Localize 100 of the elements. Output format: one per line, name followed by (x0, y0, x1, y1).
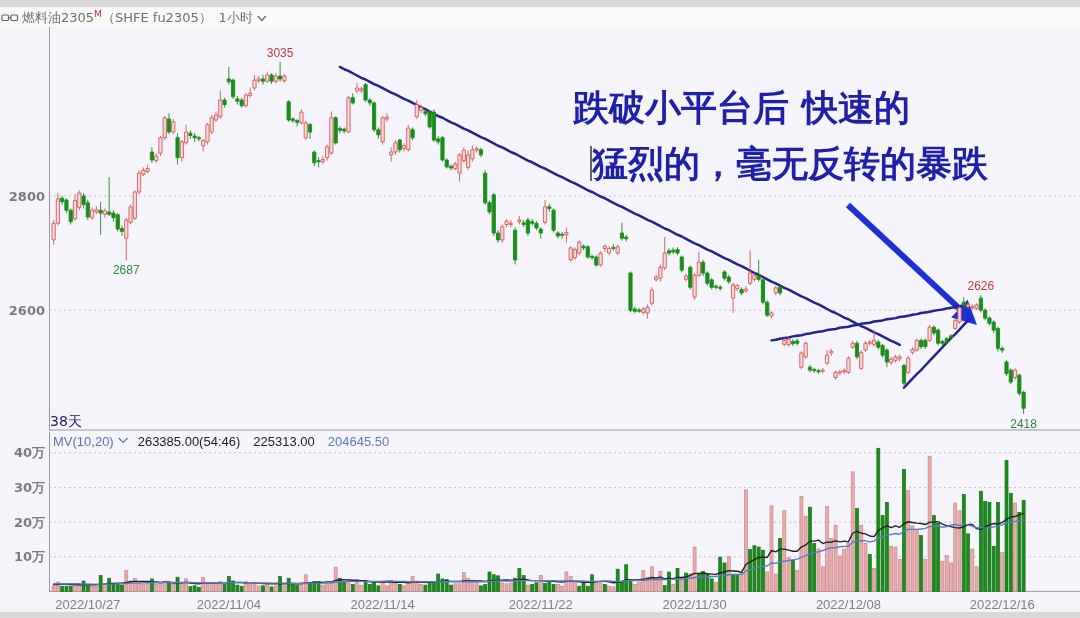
bar (611, 586, 616, 592)
candlestick (649, 286, 654, 307)
annotation: 2687 (112, 263, 140, 278)
candlestick (923, 338, 928, 350)
bar (68, 585, 73, 592)
candlestick (431, 108, 436, 143)
candlestick (90, 206, 95, 221)
candlestick (679, 254, 684, 273)
bar (769, 505, 774, 592)
candlestick (72, 193, 78, 221)
candlestick (816, 368, 821, 375)
candlestick (795, 338, 800, 346)
bar (295, 584, 300, 592)
bar (500, 582, 505, 592)
bar (850, 471, 855, 592)
candlestick (243, 92, 248, 108)
bar (103, 585, 107, 592)
bar (504, 583, 509, 592)
candlestick (478, 146, 483, 158)
y-tick-label: 30万 (13, 479, 45, 495)
bar (547, 582, 552, 592)
bar (141, 584, 146, 592)
candlestick (555, 230, 560, 239)
bar (90, 585, 94, 592)
bar (1021, 499, 1026, 592)
bar (282, 585, 287, 592)
bar (859, 524, 864, 592)
chart-title: 燃料油2305$^{M}$（SHFE fu2305） (22, 9, 212, 25)
candlestick (846, 355, 851, 375)
candlestick (350, 92, 355, 106)
bar (564, 571, 569, 592)
bar (393, 582, 398, 592)
bar (944, 555, 949, 592)
candlestick (602, 244, 607, 253)
bar (953, 502, 958, 592)
candlestick (889, 356, 894, 366)
bar (94, 586, 99, 592)
candlestick (722, 269, 727, 281)
bar (342, 581, 347, 592)
bar (350, 584, 355, 592)
candlestick (363, 82, 368, 103)
candlestick (149, 146, 154, 164)
candlestick (568, 245, 573, 263)
candlestick (961, 296, 966, 309)
bar (603, 584, 607, 592)
bar (184, 578, 188, 592)
bar (893, 546, 898, 592)
candlestick (406, 124, 411, 152)
candlestick (726, 274, 731, 285)
bar (692, 546, 697, 592)
bar (1000, 552, 1005, 592)
candlestick (914, 338, 919, 353)
bar (761, 549, 765, 592)
candlestick (641, 306, 646, 316)
x-tick-label: 2022/11/30 (662, 597, 727, 613)
annotation: 3035 (266, 45, 294, 60)
bar (932, 515, 936, 592)
bar (927, 455, 932, 592)
candlestick (970, 303, 975, 311)
candlestick (354, 82, 360, 94)
legend-title: MV(10,20) (53, 434, 114, 449)
candlestick (414, 99, 419, 120)
bar (73, 586, 77, 592)
y-tick-label: 2800 (8, 188, 45, 204)
candlestick (966, 301, 971, 310)
candlestick (542, 199, 548, 225)
candlestick (820, 367, 825, 374)
bar (167, 582, 171, 592)
candlestick (346, 95, 351, 134)
annotation: 2418 (1010, 417, 1038, 432)
candlestick (675, 246, 680, 256)
bar (51, 585, 56, 592)
bar (479, 585, 483, 592)
y-tick-label: 2600 (8, 302, 45, 318)
bar (427, 582, 432, 592)
candlestick (786, 336, 791, 348)
bar (248, 583, 253, 592)
bar (914, 529, 919, 592)
candlestick (260, 74, 266, 86)
candlestick (850, 340, 855, 350)
candlestick (825, 349, 830, 366)
bar (756, 546, 761, 592)
candlestick (98, 201, 103, 236)
candlestick (166, 112, 172, 135)
candlestick (901, 363, 907, 386)
line-series (902, 319, 970, 390)
bar (359, 584, 364, 592)
bar (632, 584, 637, 592)
candlestick (192, 132, 197, 143)
bar (902, 469, 906, 592)
candlestick (893, 354, 898, 364)
bar (1013, 502, 1017, 592)
y-tick-label: 10万 (13, 549, 45, 565)
bar (876, 447, 881, 592)
candlestick (743, 285, 748, 294)
bar (726, 556, 731, 592)
bar (60, 585, 65, 592)
bar (577, 585, 582, 592)
candlestick (175, 132, 180, 166)
bar (598, 582, 603, 592)
